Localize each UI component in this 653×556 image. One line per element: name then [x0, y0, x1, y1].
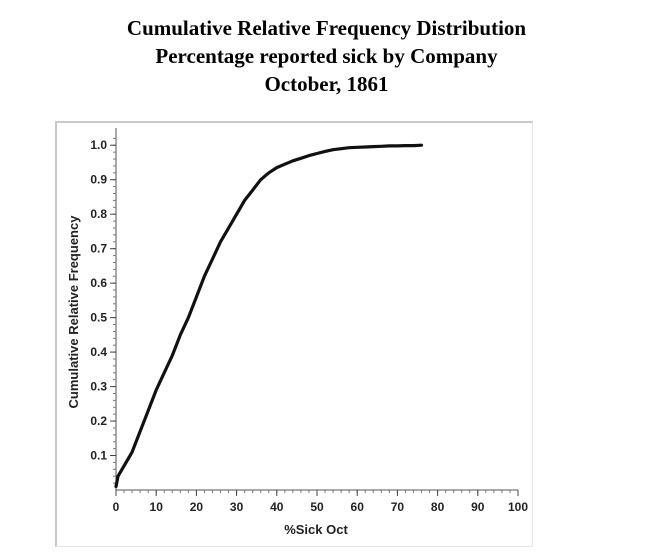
y-tick-label: 0.4	[90, 345, 107, 359]
chart-plot-area	[114, 143, 424, 489]
x-tick-label: 70	[391, 500, 405, 514]
x-tick-label: 40	[270, 500, 284, 514]
x-tick-label: 30	[230, 500, 244, 514]
chart-title-line-2: Percentage reported sick by Company	[155, 44, 498, 68]
y-tick-label: 0.7	[90, 242, 107, 256]
chart-title: Cumulative Relative Frequency Distributi…	[0, 14, 653, 98]
x-tick-label: 90	[471, 500, 485, 514]
y-axis-title: Cumulative Relative Frequency	[66, 215, 81, 409]
y-tick-label: 0.3	[90, 380, 107, 394]
y-tick-label: 0.2	[90, 414, 107, 428]
x-tick-label: 0	[113, 500, 120, 514]
y-tick-label: 0.5	[90, 311, 107, 325]
x-tick-label: 10	[150, 500, 164, 514]
x-axis-title: %Sick Oct	[284, 522, 348, 537]
y-tick-label: 0.8	[90, 207, 107, 221]
x-tick-label: 20	[190, 500, 204, 514]
cumulative-frequency-line	[114, 143, 424, 489]
chart-title-line-3: October, 1861	[264, 72, 389, 96]
y-tick-label: 0.6	[90, 276, 107, 290]
chart-title-line-1: Cumulative Relative Frequency Distributi…	[126, 16, 527, 40]
x-tick-label: 50	[310, 500, 324, 514]
x-tick-label: 80	[431, 500, 445, 514]
x-tick-label: 100	[508, 500, 528, 514]
chart-panel	[55, 121, 533, 547]
chart-axes	[115, 128, 518, 491]
y-tick-label: 0.1	[90, 449, 107, 463]
x-tick-label: 60	[351, 500, 365, 514]
y-tick-label: 1.0	[90, 138, 107, 152]
chart-ticks: 0 10 20 30 40 50 60 70 80 90 100 0.1 0.2 0.3 0.4 0.5 0.6…	[90, 137, 528, 514]
y-tick-label: 0.9	[90, 173, 107, 187]
